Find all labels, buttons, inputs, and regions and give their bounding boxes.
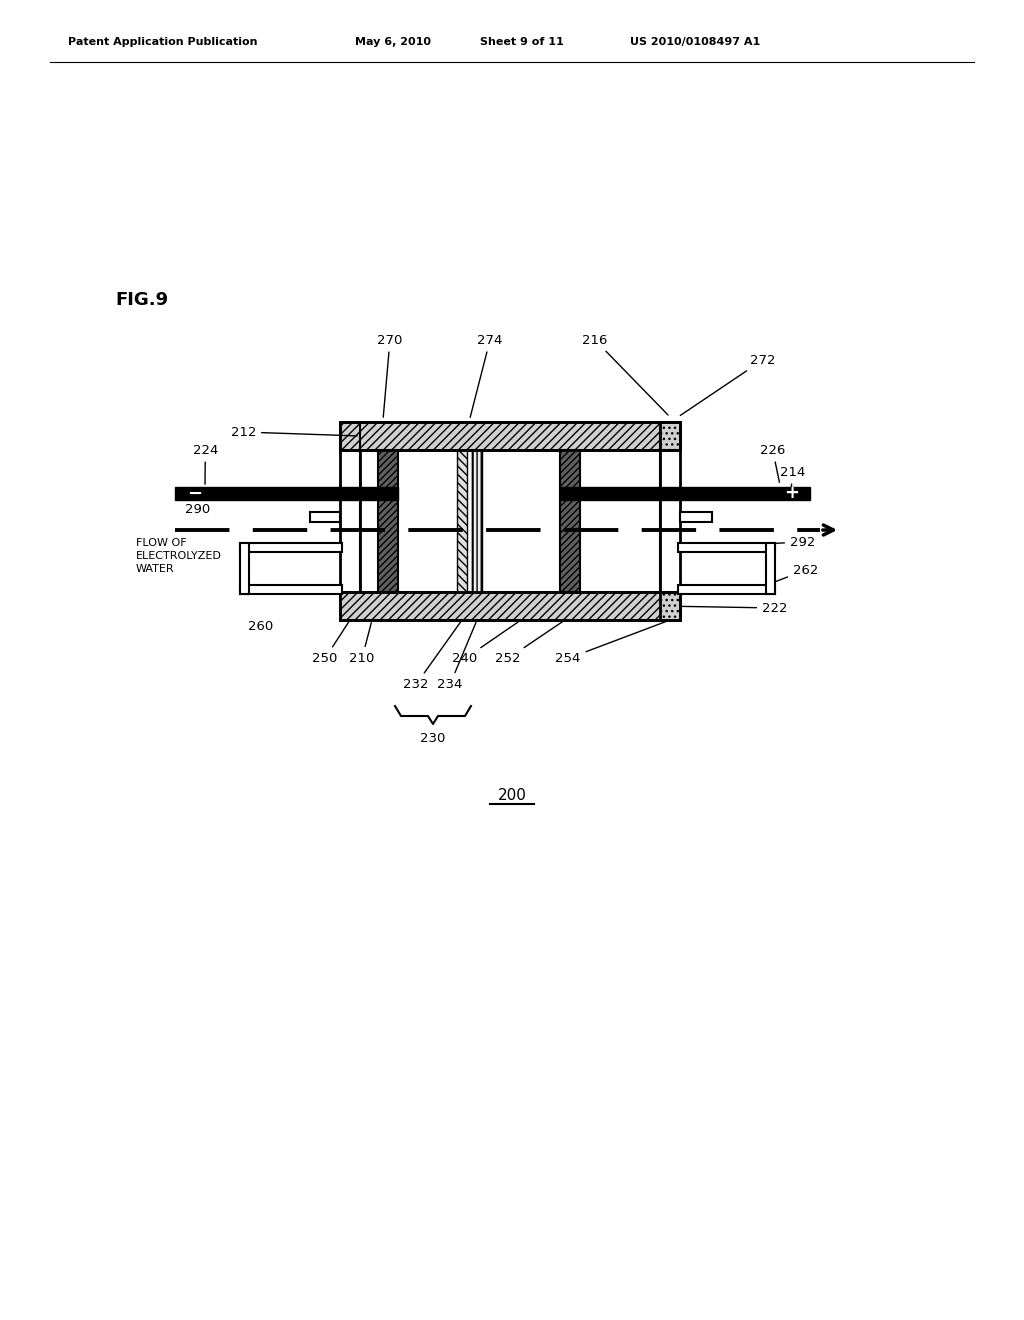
Bar bbox=[457, 450, 467, 591]
Bar bbox=[340, 591, 680, 620]
Text: 262: 262 bbox=[758, 564, 818, 589]
Bar bbox=[680, 512, 712, 521]
Text: 222: 222 bbox=[663, 602, 787, 615]
Text: 232: 232 bbox=[403, 622, 461, 690]
Text: Sheet 9 of 11: Sheet 9 of 11 bbox=[480, 37, 564, 48]
Text: 210: 210 bbox=[349, 623, 375, 665]
Bar bbox=[240, 543, 342, 552]
Bar bbox=[678, 585, 775, 594]
Text: 272: 272 bbox=[680, 354, 775, 416]
Bar bbox=[340, 450, 360, 591]
Text: 290: 290 bbox=[185, 503, 210, 516]
Text: 292: 292 bbox=[691, 536, 815, 549]
Bar bbox=[340, 591, 680, 620]
Text: US 2010/0108497 A1: US 2010/0108497 A1 bbox=[630, 37, 760, 48]
Bar bbox=[560, 450, 580, 591]
Text: Patent Application Publication: Patent Application Publication bbox=[68, 37, 257, 48]
Text: −: − bbox=[187, 484, 203, 503]
Text: May 6, 2010: May 6, 2010 bbox=[355, 37, 431, 48]
Bar bbox=[378, 450, 398, 591]
Text: 270: 270 bbox=[377, 334, 402, 417]
Bar bbox=[766, 543, 775, 594]
Bar bbox=[310, 512, 340, 521]
Text: 200: 200 bbox=[498, 788, 526, 803]
Text: 234: 234 bbox=[437, 623, 476, 690]
Text: 230: 230 bbox=[420, 733, 445, 744]
Bar bbox=[678, 543, 775, 552]
Text: 226: 226 bbox=[760, 444, 785, 482]
Bar bbox=[240, 543, 249, 594]
Text: 214: 214 bbox=[780, 466, 805, 499]
Bar bbox=[340, 422, 680, 450]
Text: 252: 252 bbox=[496, 622, 563, 665]
Bar bbox=[660, 422, 680, 450]
Text: 240: 240 bbox=[453, 622, 519, 665]
Text: +: + bbox=[784, 484, 800, 503]
Text: 224: 224 bbox=[193, 444, 218, 484]
Bar bbox=[175, 487, 398, 500]
Text: FLOW OF
ELECTROLYZED
WATER: FLOW OF ELECTROLYZED WATER bbox=[136, 539, 222, 574]
Text: 260: 260 bbox=[249, 619, 273, 632]
Text: 212: 212 bbox=[230, 425, 357, 438]
Text: 250: 250 bbox=[312, 622, 348, 665]
Bar bbox=[340, 422, 680, 450]
Bar bbox=[240, 585, 342, 594]
Bar bbox=[660, 591, 680, 620]
Text: 254: 254 bbox=[555, 620, 668, 665]
Bar bbox=[472, 450, 482, 591]
Text: 274: 274 bbox=[470, 334, 503, 417]
Bar bbox=[560, 487, 810, 500]
Text: FIG.9: FIG.9 bbox=[115, 290, 168, 309]
Bar bbox=[660, 450, 680, 591]
Text: 216: 216 bbox=[583, 334, 668, 414]
